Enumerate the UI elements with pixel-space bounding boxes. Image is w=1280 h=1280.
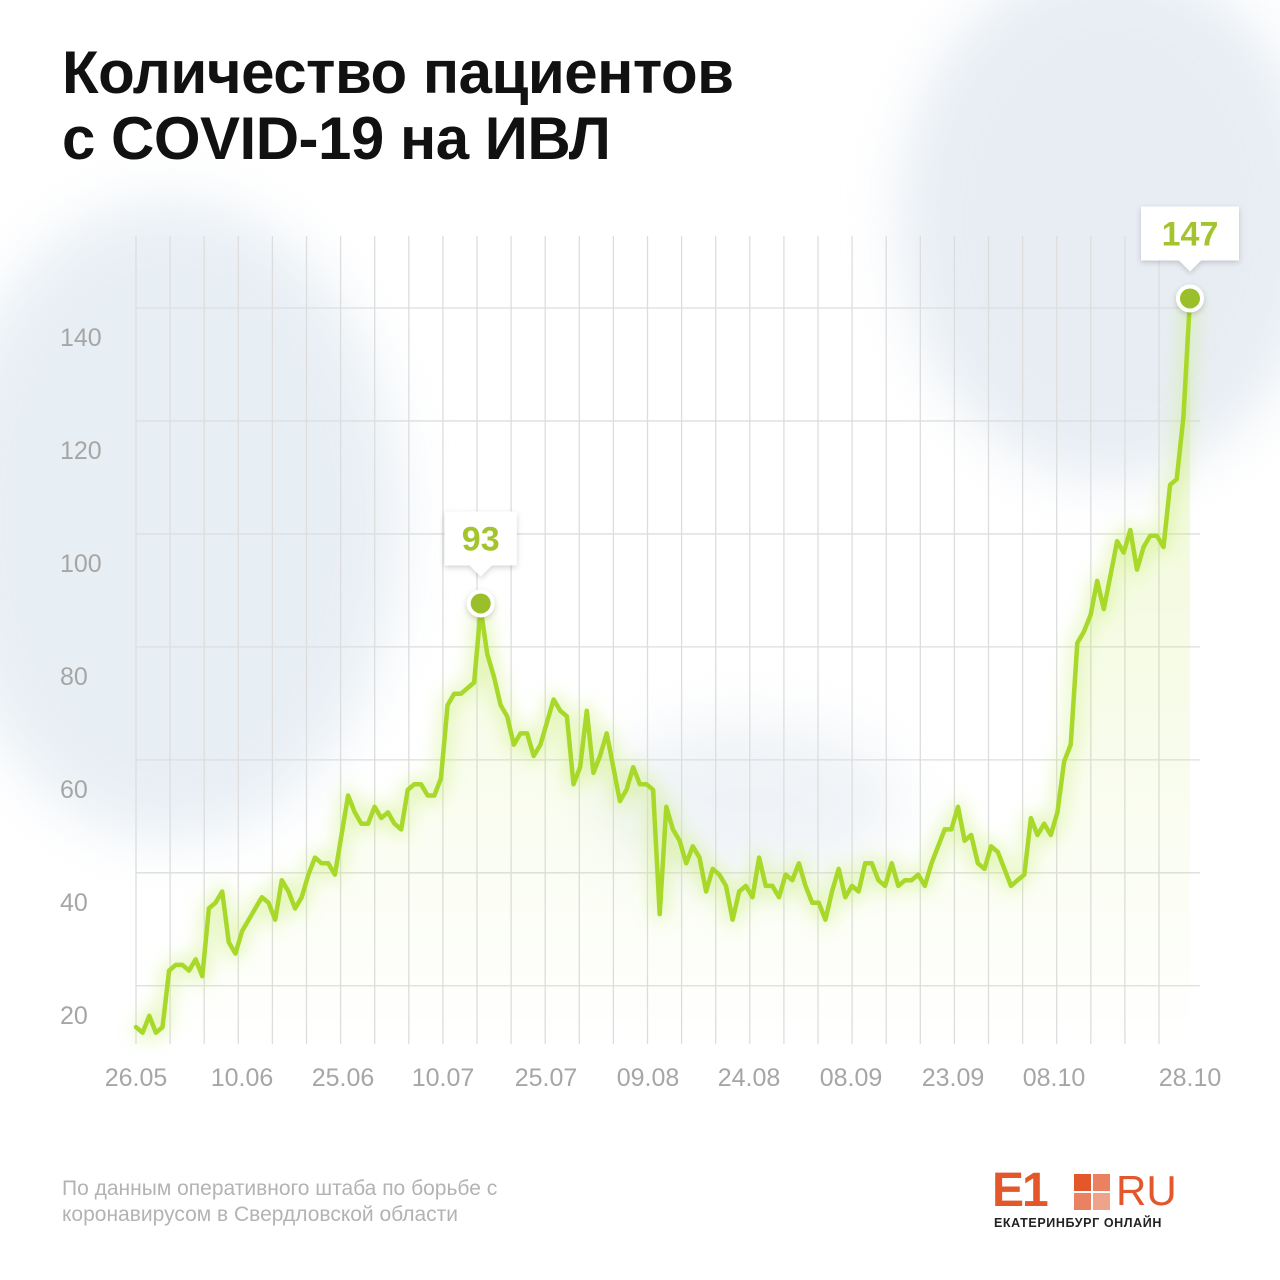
e1-logo[interactable]: E1 RU ЕКАТЕРИНБУРГ ОНЛАЙН — [992, 1166, 1192, 1236]
annotation-bubble — [1141, 206, 1239, 272]
x-tick-label: 23.09 — [922, 1064, 985, 1092]
y-tick-label: 120 — [60, 437, 102, 465]
annotation-bubble — [444, 511, 517, 577]
chart-title-line-2: с COVID-19 на ИВЛ — [62, 105, 611, 172]
x-tick-label: 24.08 — [718, 1064, 781, 1092]
annotation-callout: 93 — [444, 511, 517, 618]
y-tick-label: 100 — [60, 550, 102, 578]
y-tick-label: 140 — [60, 324, 102, 352]
series-area — [136, 298, 1190, 1044]
y-tick-label: 80 — [60, 663, 88, 691]
x-tick-label: 26.05 — [105, 1064, 168, 1092]
x-tick-label: 08.09 — [820, 1064, 883, 1092]
logo-brand: E1 — [992, 1164, 1049, 1217]
background-blob — [0, 200, 400, 840]
series-layer — [131, 296, 1197, 1044]
x-tick-label: 08.10 — [1023, 1064, 1086, 1092]
x-tick-label: 25.06 — [312, 1064, 375, 1092]
source-note: По данным оперативного штаба по борьбе с… — [62, 1176, 497, 1228]
annotation-marker — [470, 593, 491, 614]
source-line-1: По данным оперативного штаба по борьбе с — [62, 1177, 498, 1200]
x-tick-label: 10.06 — [211, 1064, 274, 1092]
y-tick-label: 60 — [60, 776, 88, 804]
annotation-label: 93 — [462, 520, 500, 558]
annotation-callout: 147 — [1141, 206, 1239, 313]
logo-squares-icon — [1074, 1174, 1110, 1210]
chart-title-line-1: Количество пациентов — [62, 39, 734, 106]
chart-title: Количество пациентов с COVID-19 на ИВЛ — [62, 39, 734, 172]
x-tick-label: 09.08 — [617, 1064, 680, 1092]
source-line-2: коронавирусом в Свердловской области — [62, 1203, 459, 1226]
logo-tagline: ЕКАТЕРИНБУРГ ОНЛАЙН — [994, 1216, 1162, 1230]
y-tick-label: 20 — [60, 1002, 88, 1030]
x-tick-label: 28.10 — [1159, 1064, 1222, 1092]
logo-domain: RU — [1116, 1167, 1177, 1214]
annotation-label: 147 — [1162, 215, 1219, 253]
x-tick-label: 25.07 — [515, 1064, 578, 1092]
annotations-layer: 93 147 — [444, 206, 1239, 618]
y-tick-label: 40 — [60, 889, 88, 917]
annotation-marker — [1180, 288, 1200, 309]
series-line — [133, 296, 1193, 1035]
x-tick-label: 10.07 — [412, 1064, 475, 1092]
x-axis: 26.05 10.06 25.06 10.07 25.07 09.08 24.08 08.09… — [105, 1064, 1222, 1092]
y-axis: 20 40 60 80 100 120 140 — [60, 324, 102, 1030]
